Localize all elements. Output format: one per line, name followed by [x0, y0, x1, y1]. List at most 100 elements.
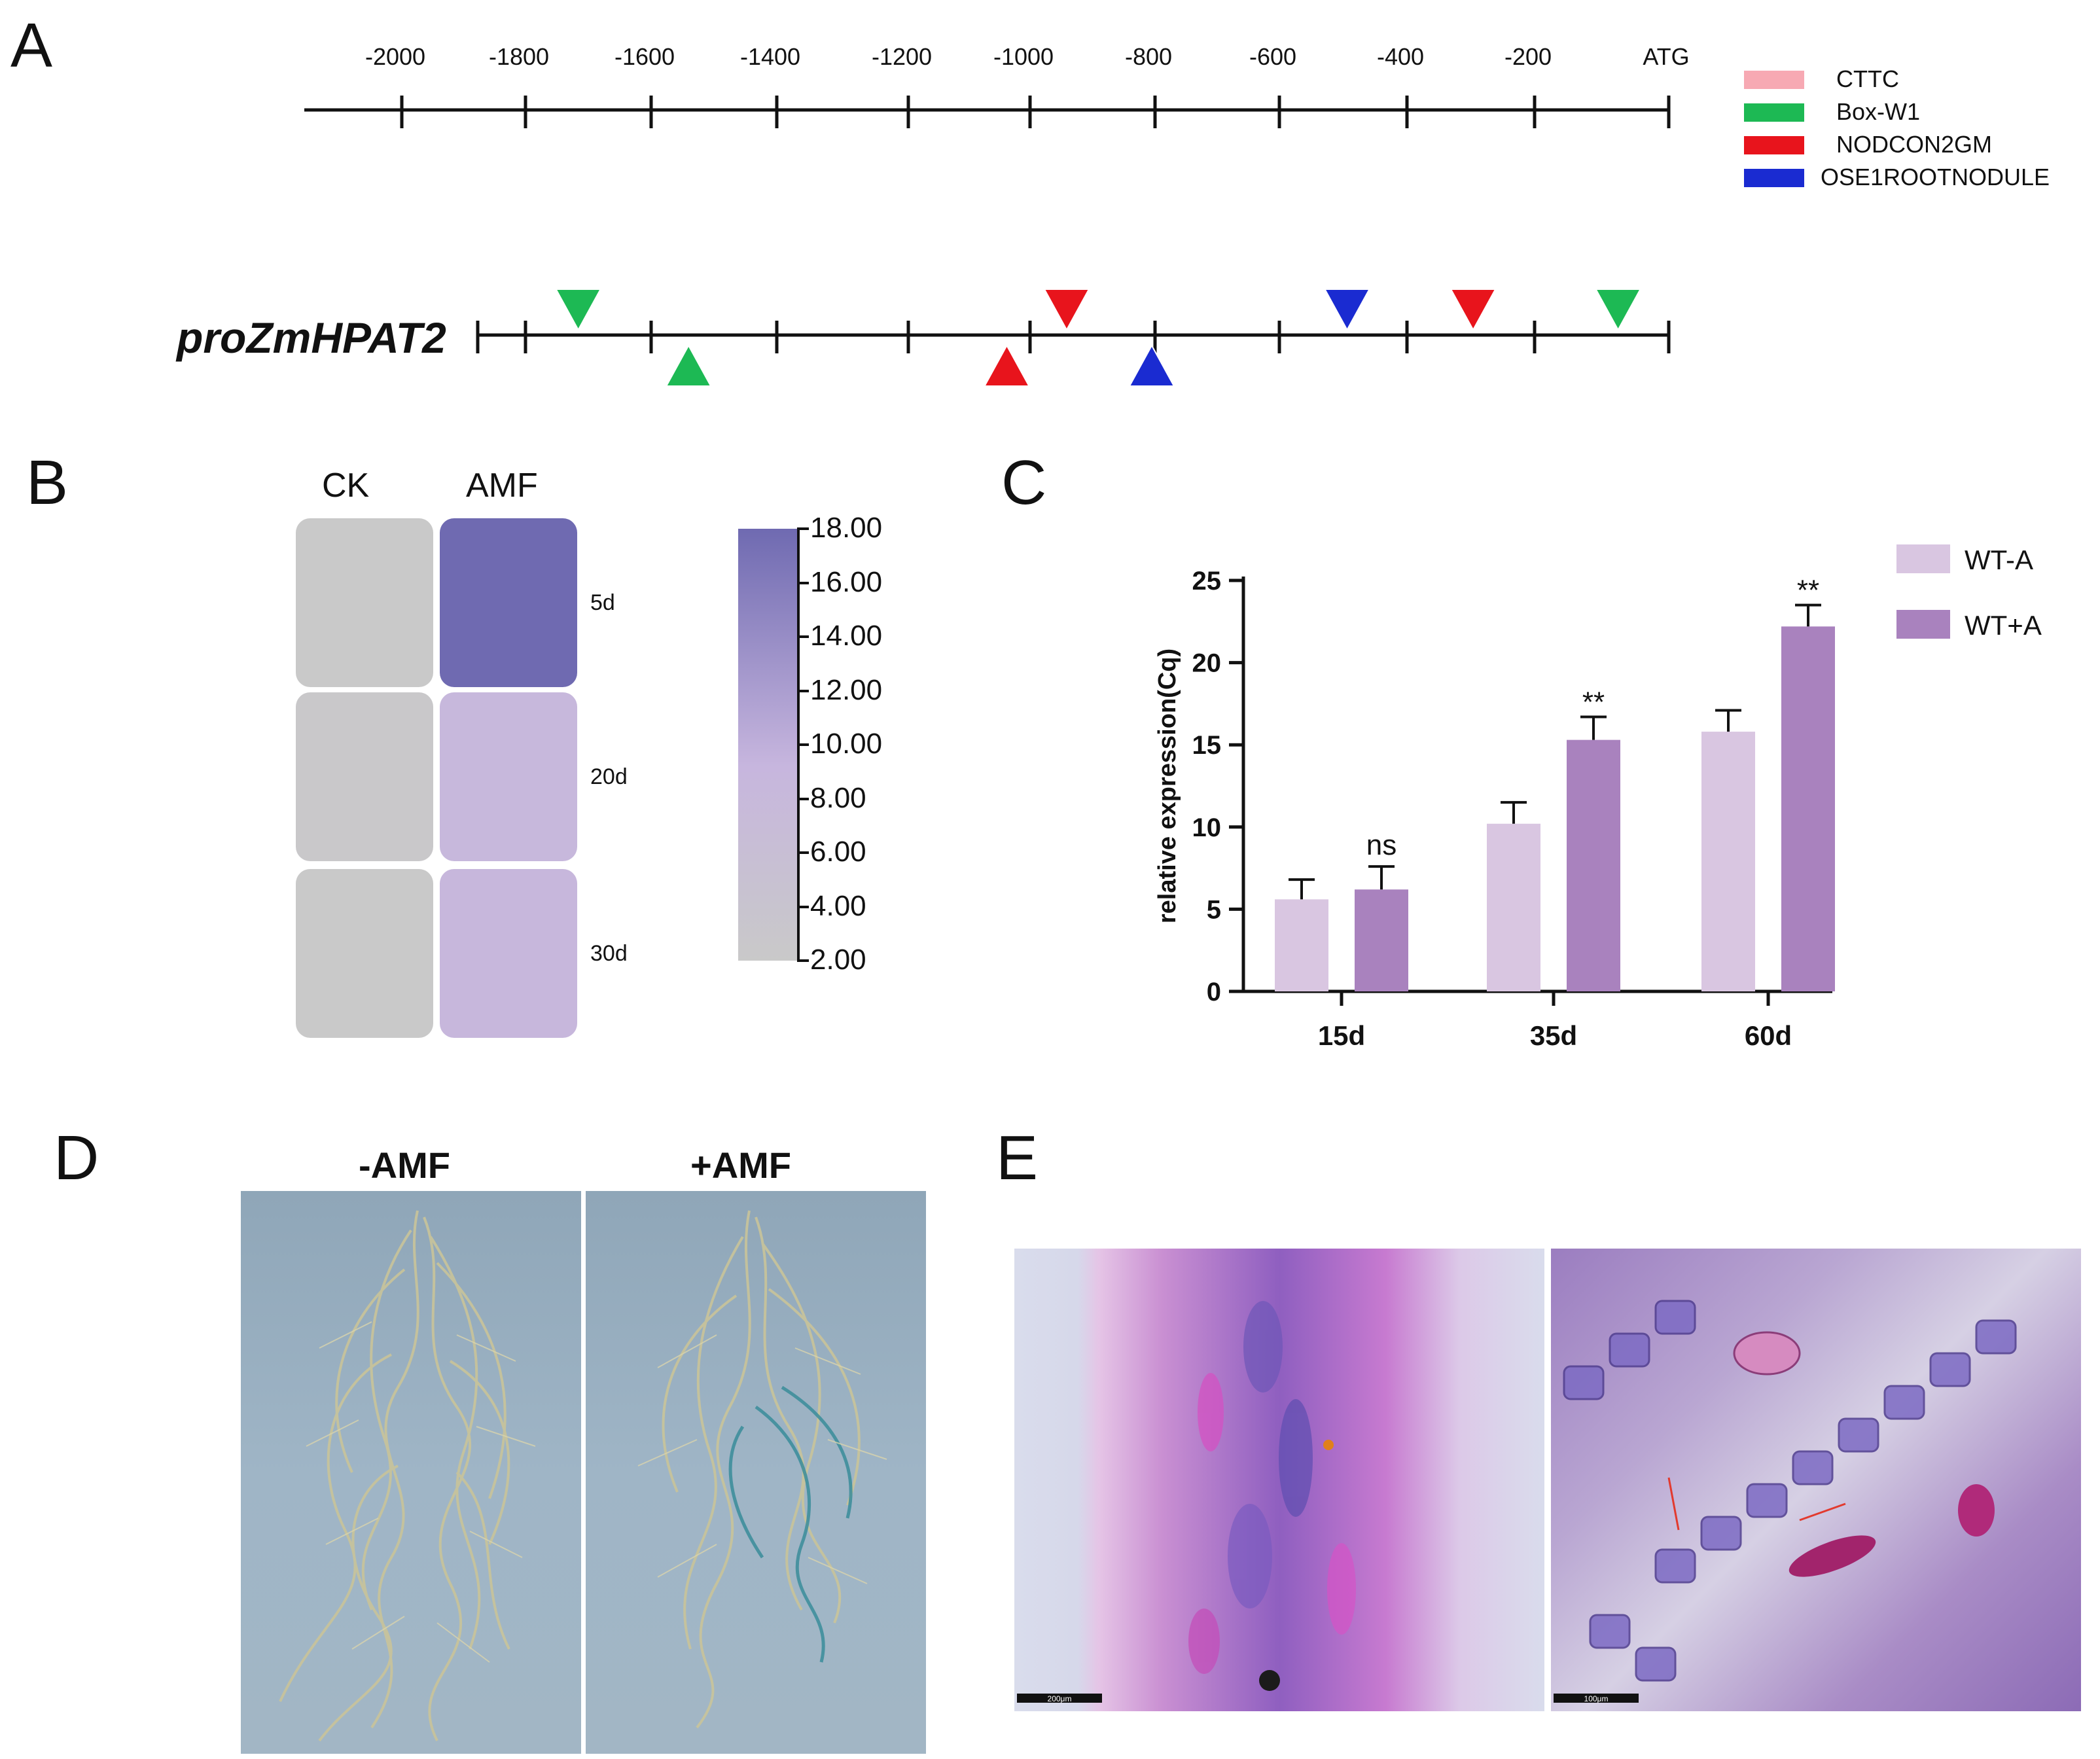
y-tick-label: 25	[1192, 567, 1222, 595]
colorbar-tick-label: 6.00	[810, 836, 866, 868]
bar	[1275, 899, 1328, 991]
micrograph-200um-drawing: 200μm	[1017, 1301, 1356, 1703]
ruler-tick-label: -1800	[488, 43, 550, 70]
micrograph-200um: 200μm	[1014, 1249, 1544, 1711]
heatmap-column-label: AMF	[466, 467, 538, 505]
legend-swatch	[1896, 544, 1950, 573]
colorbar-tick	[797, 581, 809, 584]
ruler-tick-label: -800	[1124, 43, 1173, 70]
ruler-tick-label: -400	[1376, 43, 1425, 70]
significance-label: **	[1582, 686, 1605, 718]
colorbar-tick-label: 10.00	[810, 728, 883, 760]
bar	[1567, 739, 1620, 991]
root-photo-plus-amf	[586, 1191, 926, 1754]
legend-swatch	[1744, 103, 1804, 122]
cis-element-marker	[1323, 289, 1371, 332]
bar-chart: 0 5 10 15 20 25 relative expression(Cq) 15d ns 35…	[1154, 544, 2042, 1051]
cis-element-marker	[1128, 344, 1175, 387]
heatmap-column-label: CK	[322, 467, 370, 505]
colorbar-tick	[797, 635, 809, 638]
roots-minus-amf-drawing	[279, 1210, 536, 1742]
bar	[1355, 889, 1408, 991]
cis-element-marker	[554, 289, 602, 332]
ruler-tick-label: -600	[1249, 43, 1297, 70]
legend-label: Box-W1	[1836, 98, 1921, 125]
label-plus-amf: +AMF	[690, 1145, 791, 1186]
legend-label: CTTC	[1836, 65, 1899, 92]
cis-element-marker	[983, 344, 1031, 387]
panel-e-letter: E	[996, 1123, 1039, 1193]
heatmap-row-label: 30d	[590, 941, 628, 966]
y-tick-label: 5	[1207, 895, 1221, 924]
significance-label: **	[1797, 575, 1819, 607]
significance-label: ns	[1366, 829, 1397, 861]
colorbar-tick	[797, 527, 809, 530]
heatmap-cell	[296, 518, 433, 687]
heatmap-row-label: 5d	[590, 590, 615, 615]
bar	[1701, 732, 1755, 991]
y-tick-label: 15	[1192, 731, 1222, 760]
colorbar-tick-label: 18.00	[810, 512, 883, 544]
heatmap-cell	[440, 518, 577, 687]
roots-plus-amf-drawing	[637, 1210, 887, 1729]
legend-swatch	[1896, 610, 1950, 639]
colorbar-tick-label: 16.00	[810, 565, 883, 598]
ruler-tick-label: ATG	[1643, 43, 1690, 70]
colorbar-tick-label: 12.00	[810, 673, 883, 706]
cis-element-marker	[1594, 289, 1642, 332]
colorbar-tick	[797, 743, 809, 746]
micrograph-100um-drawing: 100μm	[1554, 1300, 2017, 1703]
colorbar-tick	[797, 959, 809, 962]
colorbar-tick-label: 4.00	[810, 889, 866, 922]
legend-label: OSE1ROOTNODULE	[1821, 164, 2050, 190]
heatmap-cell	[296, 692, 433, 861]
panel-b-letter: B	[26, 448, 69, 518]
colorbar-tick	[797, 689, 809, 692]
x-tick-label: 60d	[1745, 1020, 1792, 1051]
scale-bar-200um: 200μm	[1048, 1694, 1072, 1703]
scale-bar-100um: 100μm	[1584, 1694, 1609, 1703]
root-photo-minus-amf	[241, 1191, 581, 1754]
colorbar-gradient	[738, 529, 798, 961]
ruler-tick-label: -1400	[739, 43, 801, 70]
panel-a-letter: A	[10, 10, 53, 80]
y-axis-label: relative expression(Cq)	[1154, 649, 1181, 923]
panel-d-letter: D	[54, 1123, 99, 1193]
heatmap-cell	[440, 869, 577, 1038]
panel-a-ruler	[304, 96, 1671, 387]
ruler-tick-label: -1000	[993, 43, 1054, 70]
colorbar-tick	[797, 905, 809, 908]
bar	[1781, 626, 1835, 991]
cis-element-marker	[1450, 289, 1497, 332]
ruler-tick-label: -200	[1504, 43, 1552, 70]
ruler-tick-label: -1600	[614, 43, 675, 70]
x-tick-label: 35d	[1530, 1020, 1577, 1051]
heatmap-cell	[440, 692, 577, 861]
colorbar-tick-label: 8.00	[810, 781, 866, 814]
label-minus-amf: -AMF	[359, 1145, 450, 1186]
panel-c-letter: C	[1001, 448, 1047, 518]
legend-swatch	[1744, 71, 1804, 89]
y-tick-label: 10	[1192, 813, 1222, 842]
heatmap-cell	[296, 869, 433, 1038]
colorbar-tick-label: 2.00	[810, 944, 866, 976]
y-tick-label: 0	[1207, 978, 1221, 1006]
bar	[1487, 823, 1540, 991]
y-tick-label: 20	[1192, 649, 1222, 678]
ruler-tick-label: -2000	[365, 43, 426, 70]
legend-swatch	[1744, 136, 1804, 154]
heatmap-row-label: 20d	[590, 764, 628, 789]
colorbar-tick-label: 14.00	[810, 620, 883, 652]
legend-label: NODCON2GM	[1836, 131, 1993, 158]
colorbar-tick	[797, 851, 809, 854]
promoter-label: proZmHPAT2	[177, 313, 446, 362]
legend-label: WT-A	[1965, 544, 2033, 575]
cis-element-marker	[665, 344, 712, 387]
x-tick-label: 15d	[1318, 1020, 1365, 1051]
legend-label: WT+A	[1965, 610, 2042, 641]
micrograph-100um: 100μm	[1551, 1249, 2081, 1711]
colorbar-tick	[797, 797, 809, 800]
legend-swatch	[1744, 169, 1804, 187]
cis-element-marker	[1043, 289, 1090, 332]
ruler-tick-label: -1200	[871, 43, 933, 70]
